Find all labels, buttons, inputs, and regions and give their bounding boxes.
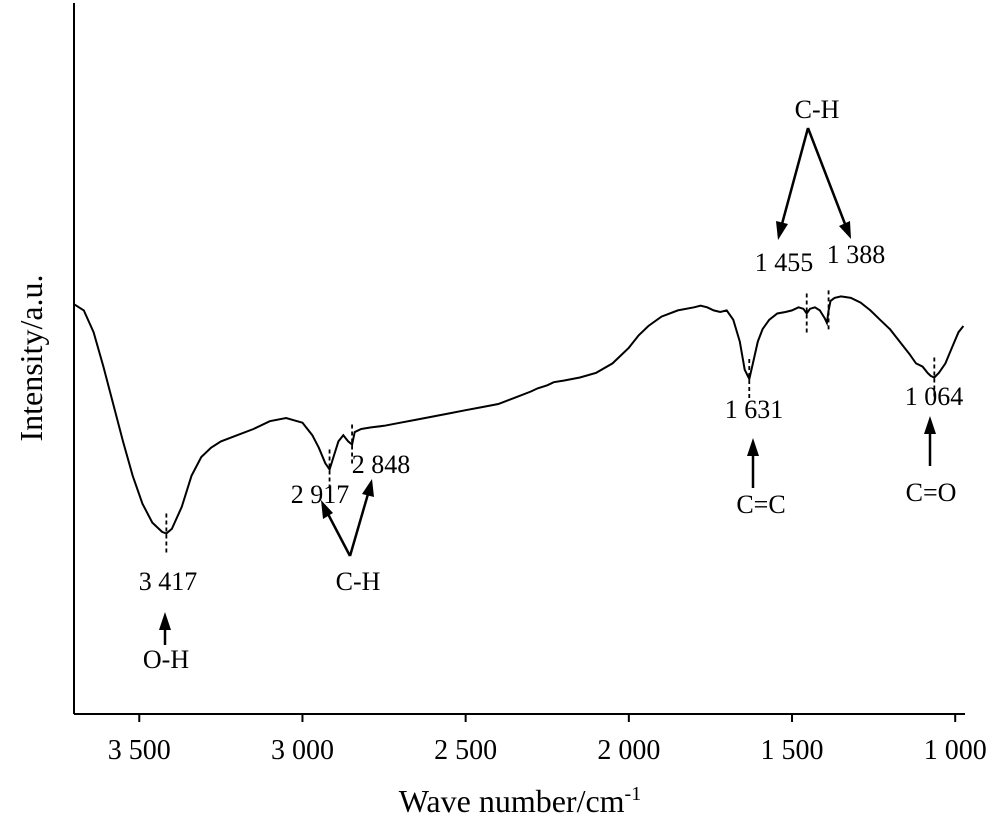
peak-label-2848: 2 848: [352, 450, 411, 479]
peak-label-2917: 2 917: [291, 480, 350, 509]
peak-markers: [165, 290, 936, 554]
group-label-ch-right: C-H: [795, 95, 840, 124]
ch-left-arrows: [321, 479, 374, 557]
peak-label-1631: 1 631: [725, 395, 784, 424]
x-tick-label: 2 500: [434, 735, 497, 766]
x-axis-title-superscript: -1: [625, 783, 642, 805]
x-tick-label: 1 500: [761, 735, 824, 766]
oh-arrow: [159, 612, 171, 645]
x-tick-label: 3 000: [271, 735, 334, 766]
x-tick-label: 3 500: [108, 735, 171, 766]
group-label-cc: C=C: [736, 490, 785, 519]
group-label-ch-left: C-H: [336, 567, 381, 596]
group-label-co: C=O: [906, 478, 957, 507]
peak-label-1455: 1 455: [755, 248, 814, 277]
x-tick-label: 1 000: [924, 735, 987, 766]
peak-label-1388: 1 388: [827, 240, 886, 269]
co-arrow: [924, 416, 936, 466]
cc-arrow: [747, 438, 759, 488]
group-label-oh: O-H: [143, 645, 189, 674]
peak-label-3417: 3 417: [139, 567, 198, 596]
y-axis-title: Intensity/a.u.: [13, 274, 49, 441]
ch-right-arrows: [776, 127, 851, 240]
x-axis-title: Wave number/cm-1: [399, 783, 641, 819]
x-axis-ticks: 3 500 3 000 2 500 2 000 1 500 1 000: [108, 714, 987, 766]
x-tick-label: 2 000: [597, 735, 660, 766]
peak-label-1064: 1 064: [905, 382, 964, 411]
spectrum-line: [73, 295, 965, 535]
